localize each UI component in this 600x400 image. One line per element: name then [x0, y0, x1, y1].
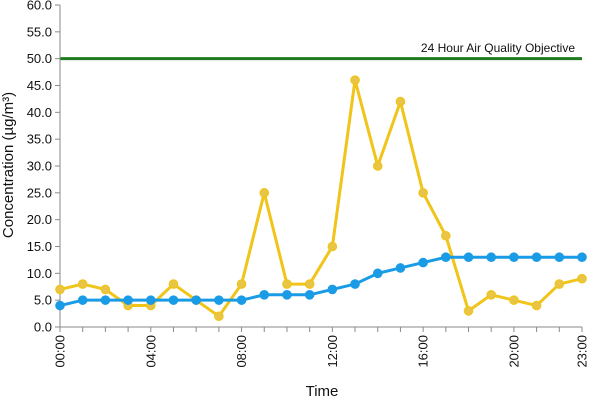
y-tick-label: 10.0 — [27, 266, 52, 281]
series-1-point — [350, 75, 360, 85]
series-2-point — [531, 252, 542, 263]
series-1-point — [463, 306, 474, 316]
y-tick-label: 55.0 — [27, 24, 52, 39]
series-1-point — [531, 300, 542, 311]
series-2-point — [259, 289, 270, 300]
series-2-point — [463, 252, 474, 263]
reference-line-label: 24 Hour Air Quality Objective — [421, 41, 575, 55]
series-1-point — [214, 311, 224, 322]
series-1-point — [577, 273, 587, 284]
series-2-point — [123, 295, 133, 305]
x-tick-label: 16:00 — [416, 335, 431, 368]
y-tick-label: 40.0 — [27, 105, 52, 120]
series-1-point — [486, 289, 497, 300]
y-tick-label: 20.0 — [27, 212, 52, 227]
x-tick-labels: 00:00 04:00 08:00 12:00 16:00 20:00 23:00 — [53, 335, 590, 368]
x-tick-label: 08:00 — [234, 335, 249, 368]
y-tick-label: 35.0 — [27, 132, 52, 147]
series-1-point — [236, 279, 247, 289]
x-tick-label: 20:00 — [506, 335, 521, 368]
series-1-point — [55, 284, 65, 295]
series-2-point — [327, 284, 338, 295]
axes — [55, 4, 583, 332]
series-2-point — [350, 279, 360, 289]
series-2-point — [191, 295, 201, 305]
series-1-point — [372, 161, 383, 171]
series-1-point — [282, 279, 292, 289]
y-tick-label: 5.0 — [34, 293, 52, 308]
series-1-point — [509, 295, 519, 305]
series-2-point — [145, 295, 156, 305]
series-2-point — [304, 289, 315, 300]
series-1-point — [395, 96, 406, 107]
series-2-point — [554, 252, 565, 263]
series-2-point — [577, 252, 587, 263]
series-2-point — [100, 295, 111, 305]
series-2-point — [509, 252, 519, 263]
series-2-point — [77, 295, 88, 305]
series-2-point — [168, 295, 179, 305]
series-1-point — [100, 284, 111, 295]
y-tick-label: 45.0 — [27, 78, 52, 93]
series-2-point — [486, 252, 497, 263]
x-tick-label: 04:00 — [143, 335, 158, 368]
series-2-point — [418, 257, 428, 268]
y-tick-labels: 0.0 5.0 10.0 15.0 20.0 25.0 30.0 35.0 40.0 45.0 50… — [27, 0, 52, 335]
series-1-point — [327, 241, 338, 252]
series-1-point — [441, 230, 451, 241]
series-1-point — [168, 279, 179, 289]
y-tick-label: 50.0 — [27, 51, 52, 66]
series-2-point — [282, 289, 292, 300]
x-tick-label: 12:00 — [325, 335, 340, 368]
x-axis-title: Time — [306, 383, 339, 400]
y-tick-label: 0.0 — [34, 320, 52, 335]
y-axis-title: Concentration (µg/m³) — [0, 92, 17, 238]
series-2-point — [55, 300, 65, 311]
x-tick-label: 00:00 — [53, 335, 68, 368]
series-1-point — [418, 188, 428, 198]
x-tick-label: 23:00 — [575, 335, 590, 368]
y-tick-label: 60.0 — [27, 0, 52, 13]
series-1-line — [59, 78, 583, 318]
series-1-point — [259, 188, 270, 198]
y-tick-label: 15.0 — [27, 239, 52, 254]
series-2-point — [236, 295, 247, 305]
y-tick-label: 30.0 — [27, 159, 52, 174]
series-2-point — [214, 295, 224, 305]
series-2-point — [372, 268, 383, 279]
y-tick-label: 25.0 — [27, 185, 52, 200]
series-1-point — [554, 279, 565, 289]
series-1-point — [304, 279, 315, 289]
series-2-point — [441, 252, 451, 263]
series-group — [55, 75, 587, 322]
series-1-point — [77, 279, 88, 289]
series-2-point — [395, 263, 406, 273]
